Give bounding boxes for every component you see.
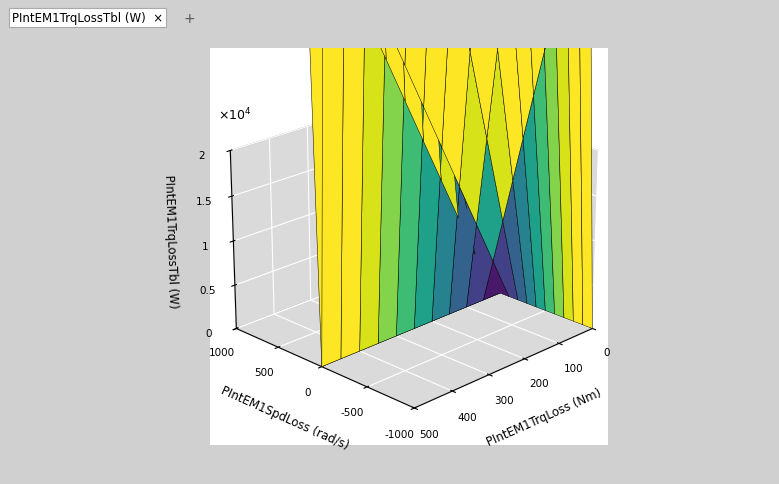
Text: PIntEM1TrqLossTbl (W)  ×: PIntEM1TrqLossTbl (W) × (12, 12, 163, 25)
Text: +: + (183, 12, 195, 26)
Text: $\times10^4$: $\times10^4$ (218, 106, 252, 123)
X-axis label: PIntEM1TrqLoss (Nm): PIntEM1TrqLoss (Nm) (485, 386, 604, 449)
Y-axis label: PIntEM1SpdLoss (rad/s): PIntEM1SpdLoss (rad/s) (219, 383, 351, 452)
